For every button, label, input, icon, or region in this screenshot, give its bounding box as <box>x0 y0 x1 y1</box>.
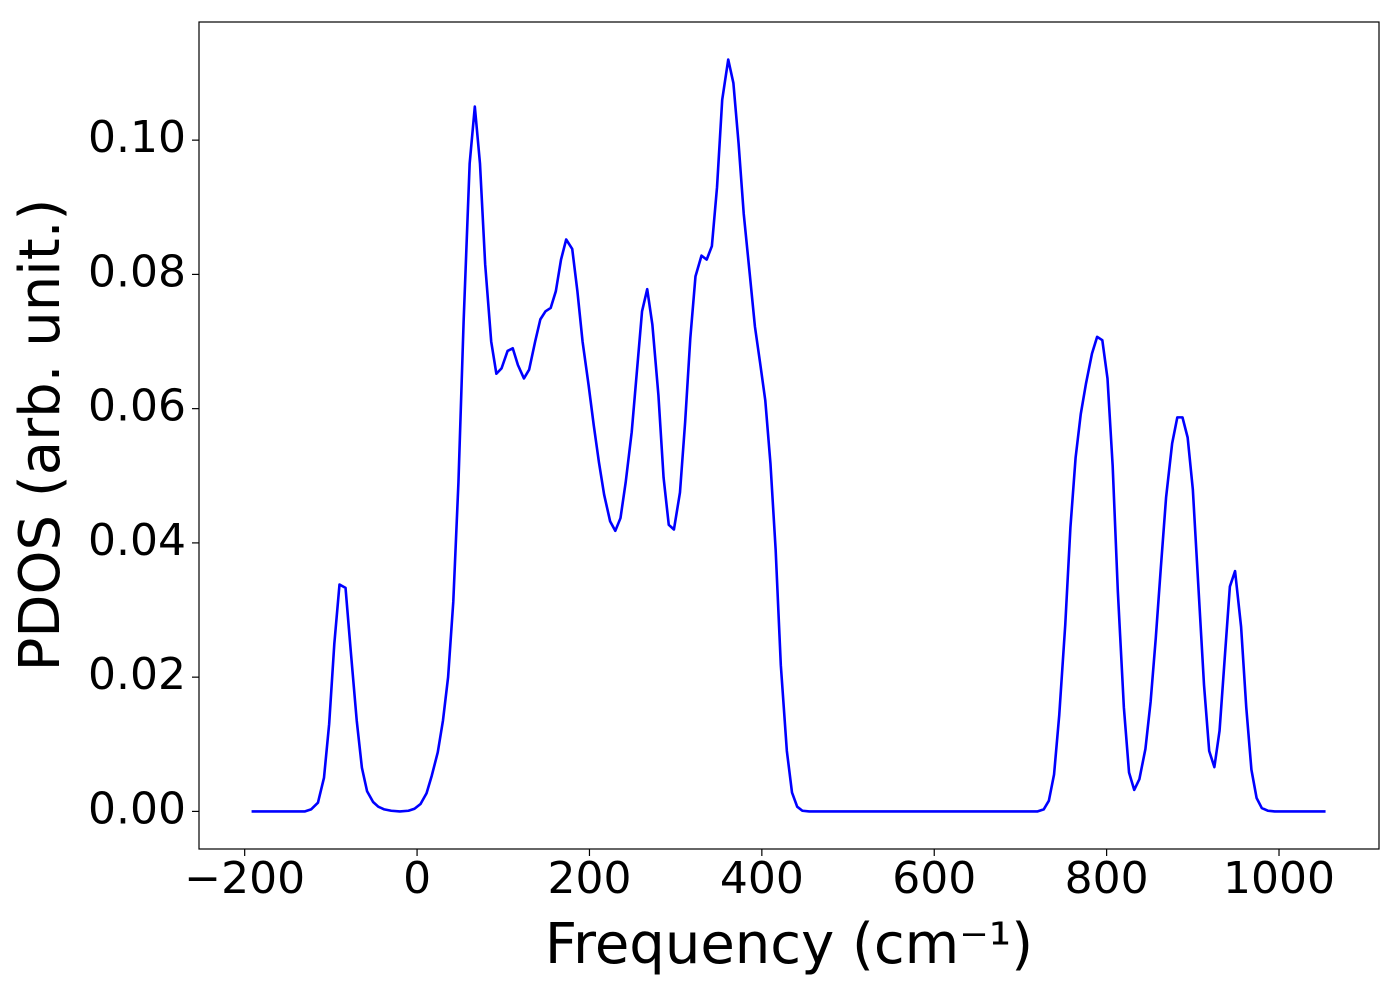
x-tick-label: 200 <box>547 853 631 904</box>
plot-frame <box>198 21 1380 850</box>
y-tick-label: 0.00 <box>88 783 186 834</box>
x-tick-label: −200 <box>184 853 305 904</box>
y-tick-label: 0.06 <box>88 381 186 432</box>
x-axis-label: Frequency (cm⁻¹) <box>545 912 1033 977</box>
y-axis-label: PDOS (arb. unit.) <box>8 199 73 672</box>
y-tick-label: 0.08 <box>88 246 186 297</box>
y-tick-label: 0.10 <box>88 112 186 163</box>
x-tick-label: 800 <box>1065 853 1149 904</box>
x-tick-label: 600 <box>892 853 976 904</box>
x-tick-label: 1000 <box>1223 853 1335 904</box>
x-tick-label: 0 <box>403 853 431 904</box>
x-tick-label: 400 <box>720 853 804 904</box>
y-tick-label: 0.04 <box>88 515 186 566</box>
line-series <box>251 58 1326 813</box>
y-tick-label: 0.02 <box>88 649 186 700</box>
